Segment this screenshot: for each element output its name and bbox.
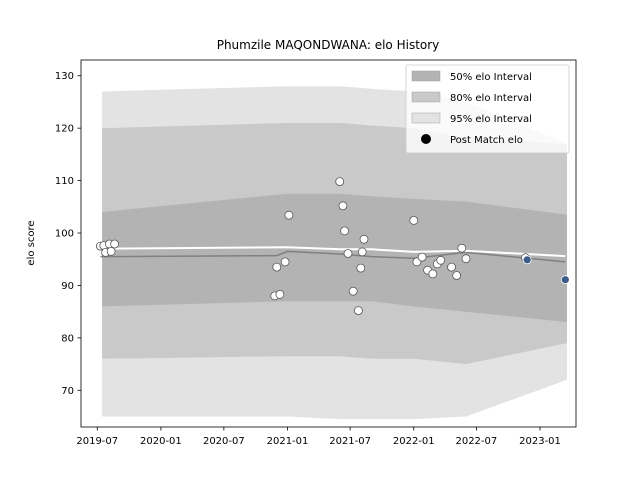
x-tick-label: 2021-01 <box>267 436 309 447</box>
post-match-elo-point <box>275 289 285 299</box>
x-tick-label: 2022-07 <box>455 436 497 447</box>
x-tick-label: 2023-01 <box>519 436 561 447</box>
post-match-elo-point <box>348 286 358 296</box>
post-match-elo-point <box>447 262 456 272</box>
post-match-elo-point <box>110 239 119 249</box>
post-match-elo-point <box>340 226 350 236</box>
legend-swatch <box>411 112 441 124</box>
legend-label: Post Match elo <box>450 135 523 146</box>
y-tick-label: 80 <box>61 333 74 344</box>
plot-area: 2019-07 2020-01 2020-07 2021-01 2021-07 2022-… <box>55 59 577 447</box>
post-match-elo-point <box>409 215 419 225</box>
x-tick-label: 2022-01 <box>393 436 435 447</box>
y-tick-label: 90 <box>61 281 74 292</box>
mean-elo-line <box>100 250 566 263</box>
legend-label: 95% elo Interval <box>450 114 532 125</box>
post-match-elo-point <box>428 269 438 279</box>
legend-swatch <box>411 91 441 103</box>
post-match-elo-line <box>100 246 566 258</box>
x-tick-label: 2020-01 <box>140 436 182 447</box>
post-match-elo-point <box>436 255 446 265</box>
post-match-elo-point <box>560 275 570 285</box>
post-match-elo-point <box>284 210 294 220</box>
post-match-elo-point <box>338 201 348 211</box>
post-match-elo-point <box>522 255 532 265</box>
legend: 50% elo Interval 80% elo Interval 95% elo … <box>405 64 570 154</box>
post-match-elo-point <box>343 249 353 258</box>
x-tick-label: 2020-07 <box>203 436 245 447</box>
y-tick-label: 110 <box>55 176 74 187</box>
band-50-interval <box>102 193 567 323</box>
y-tick-label: 100 <box>55 229 74 240</box>
post-match-elo-point <box>335 177 345 187</box>
post-match-elo-point <box>461 254 471 264</box>
legend-label: 80% elo Interval <box>450 93 532 104</box>
legend-swatch <box>411 70 441 82</box>
post-match-elo-point <box>356 263 366 273</box>
post-match-elo-point <box>272 262 282 272</box>
x-tick-label: 2019-07 <box>76 436 118 447</box>
axes-frame <box>80 59 577 428</box>
post-match-elo-point <box>357 247 367 257</box>
chart-title: Phumzile MAQONDWANA: elo History <box>217 38 440 52</box>
post-match-elo-point <box>106 246 116 256</box>
x-tick-label: 2021-07 <box>329 436 371 447</box>
y-tick-label: 120 <box>55 124 74 135</box>
legend-box <box>405 64 570 154</box>
y-tick-label: 130 <box>55 71 74 82</box>
post-match-elo-point <box>353 306 363 316</box>
legend-marker <box>421 134 431 144</box>
post-match-elo-point <box>417 252 427 262</box>
y-axis-label: elo score <box>26 220 37 265</box>
post-match-elo-point <box>452 271 462 280</box>
post-match-elo-point <box>359 234 369 244</box>
legend-label: 50% elo Interval <box>450 72 532 83</box>
post-match-elo-point <box>457 243 467 253</box>
post-match-elo-point <box>280 257 290 267</box>
y-tick-label: 70 <box>61 386 74 397</box>
